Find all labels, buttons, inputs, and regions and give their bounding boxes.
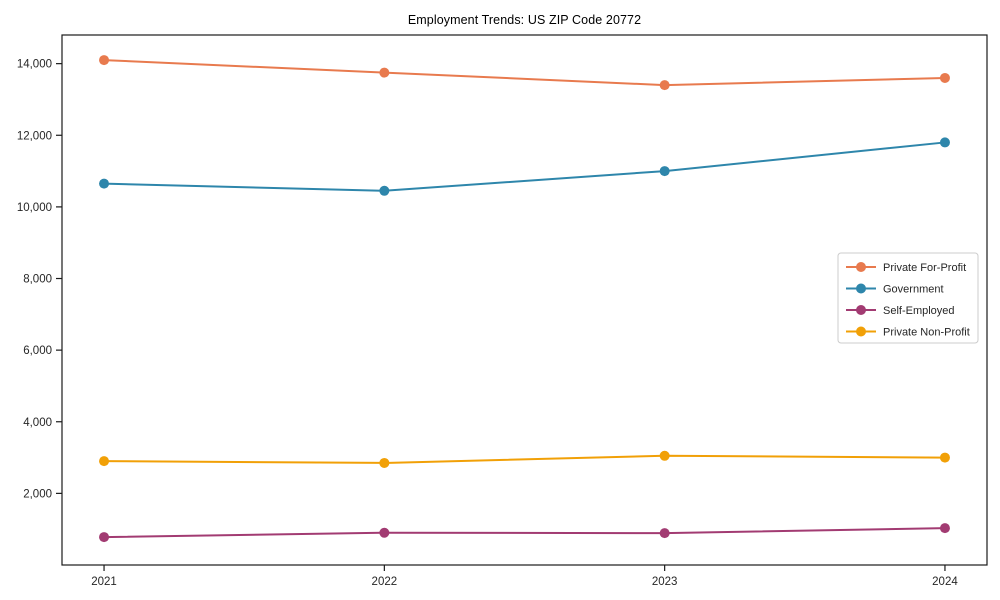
data-point-self-employed [939, 523, 950, 534]
legend-label: Private For-Profit [883, 262, 966, 274]
legend-label: Private Non-Profit [883, 327, 970, 339]
data-point-government [99, 178, 110, 189]
chart-title: Employment Trends: US ZIP Code 20772 [407, 13, 642, 27]
x-tick-label: 2022 [372, 576, 398, 588]
data-point-self-employed [659, 528, 670, 539]
y-tick-label: 10,000 [17, 202, 52, 214]
legend-sample-marker [856, 283, 866, 294]
x-tick-label: 2021 [91, 576, 117, 588]
x-tick-label: 2024 [932, 576, 958, 588]
y-tick-label: 4,000 [23, 417, 52, 429]
legend-sample-marker [856, 305, 866, 315]
legend-box [837, 252, 979, 344]
y-tick-label: 6,000 [23, 345, 52, 357]
data-point-government [939, 137, 950, 148]
data-point-self-employed [99, 532, 110, 543]
y-tick-label: 14,000 [17, 59, 52, 71]
data-point-private-for-profit [99, 55, 110, 66]
data-point-private-non-profit [99, 456, 110, 467]
x-tick-label: 2023 [652, 576, 678, 588]
series-line-self-employed [103, 527, 946, 539]
legend-label: Government [883, 284, 944, 296]
data-point-private-non-profit [379, 457, 390, 468]
legend-label: Self-Employed [883, 305, 955, 317]
data-point-government [379, 185, 390, 196]
data-point-private-non-profit [659, 450, 670, 461]
series-line-government [103, 141, 946, 192]
series-line-private-for-profit [103, 59, 946, 87]
y-tick-label: 8,000 [23, 274, 52, 286]
legend-sample-marker [856, 326, 866, 337]
data-point-self-employed [379, 527, 390, 538]
data-point-private-non-profit [939, 452, 950, 463]
data-point-government [659, 166, 670, 177]
data-point-private-for-profit [659, 80, 670, 91]
y-tick-label: 12,000 [17, 130, 52, 142]
data-point-private-for-profit [939, 72, 950, 83]
y-tick-label: 2,000 [23, 488, 52, 500]
data-point-private-for-profit [379, 67, 390, 78]
plot-border [61, 34, 988, 566]
series-line-private-non-profit [103, 454, 946, 464]
legend-sample-marker [856, 262, 866, 272]
